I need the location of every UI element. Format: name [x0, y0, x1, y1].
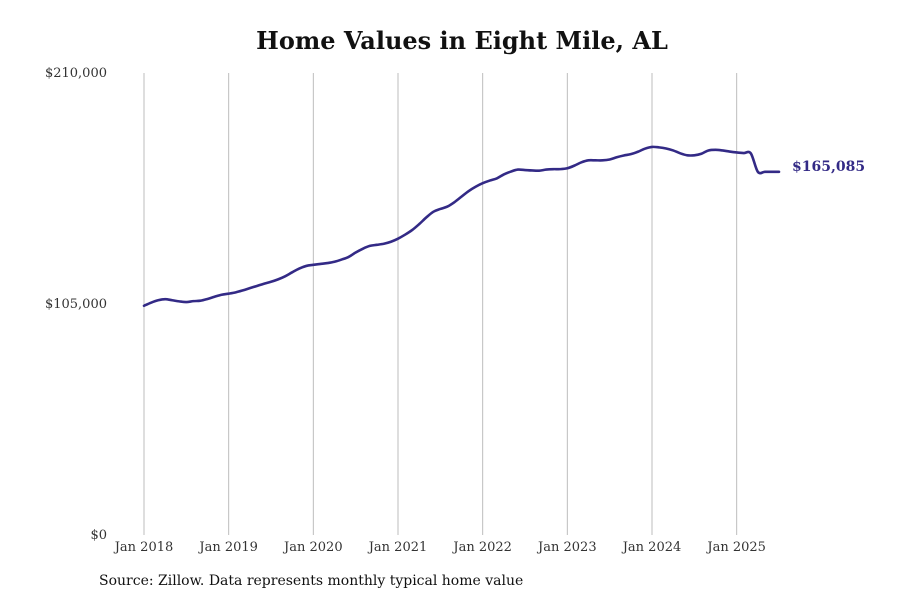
- grid-lines: [143, 73, 738, 535]
- x-tick-label: Jan 2023: [536, 540, 597, 555]
- y-axis: $0 $105,000 $210,000: [45, 66, 107, 543]
- x-tick-label: Jan 2025: [705, 540, 766, 555]
- x-tick-label: Jan 2018: [113, 540, 174, 555]
- x-tick-label: Jan 2020: [282, 540, 343, 555]
- chart-title: Home Values in Eight Mile, AL: [256, 26, 668, 55]
- x-tick-label: Jan 2024: [621, 540, 682, 555]
- end-value-label: $165,085: [792, 159, 865, 175]
- y-tick-label: $0: [90, 528, 107, 543]
- series-line: [142, 145, 781, 308]
- y-tick-label: $210,000: [45, 66, 107, 81]
- x-axis: Jan 2018 Jan 2019 Jan 2020 Jan 2021 Jan 2022…: [113, 540, 766, 555]
- x-tick-label: Jan 2019: [197, 540, 258, 555]
- x-tick-label: Jan 2022: [451, 540, 512, 555]
- source-note: Source: Zillow. Data represents monthly …: [99, 573, 524, 589]
- x-tick-label: Jan 2021: [367, 540, 428, 555]
- y-tick-label: $105,000: [45, 297, 107, 312]
